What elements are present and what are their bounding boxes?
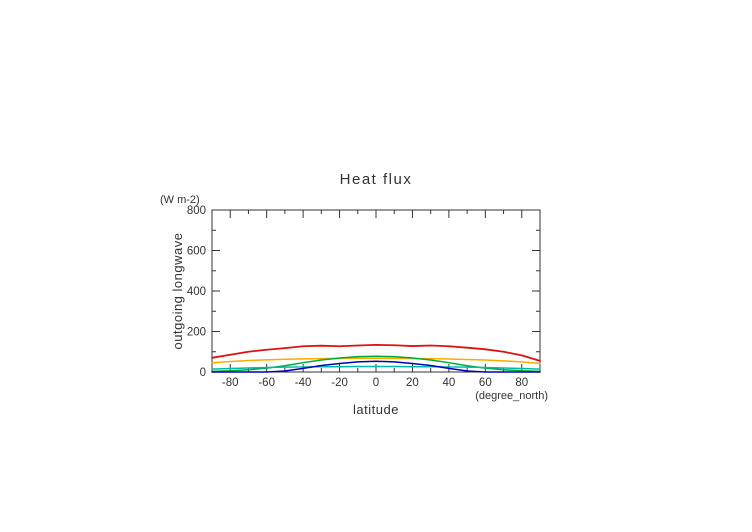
svg-text:0: 0 bbox=[200, 367, 206, 379]
svg-text:200: 200 bbox=[187, 327, 206, 339]
svg-text:0: 0 bbox=[373, 377, 379, 389]
svg-text:40: 40 bbox=[442, 377, 455, 389]
svg-text:-60: -60 bbox=[258, 377, 275, 389]
svg-text:-80: -80 bbox=[222, 377, 239, 389]
svg-text:80: 80 bbox=[515, 377, 528, 389]
svg-text:-20: -20 bbox=[331, 377, 348, 389]
svg-text:-40: -40 bbox=[295, 377, 312, 389]
svg-text:600: 600 bbox=[187, 246, 206, 258]
chart-title: Heat flux bbox=[339, 171, 413, 188]
x-axis-label: latitude bbox=[353, 402, 399, 417]
svg-text:20: 20 bbox=[406, 377, 419, 389]
x-axis-unit-label: (degree_north) bbox=[475, 390, 548, 402]
y-axis-unit-label: (W m-2) bbox=[160, 194, 200, 206]
svg-text:400: 400 bbox=[187, 286, 206, 298]
svg-text:60: 60 bbox=[479, 377, 492, 389]
svg-text:800: 800 bbox=[187, 205, 206, 217]
